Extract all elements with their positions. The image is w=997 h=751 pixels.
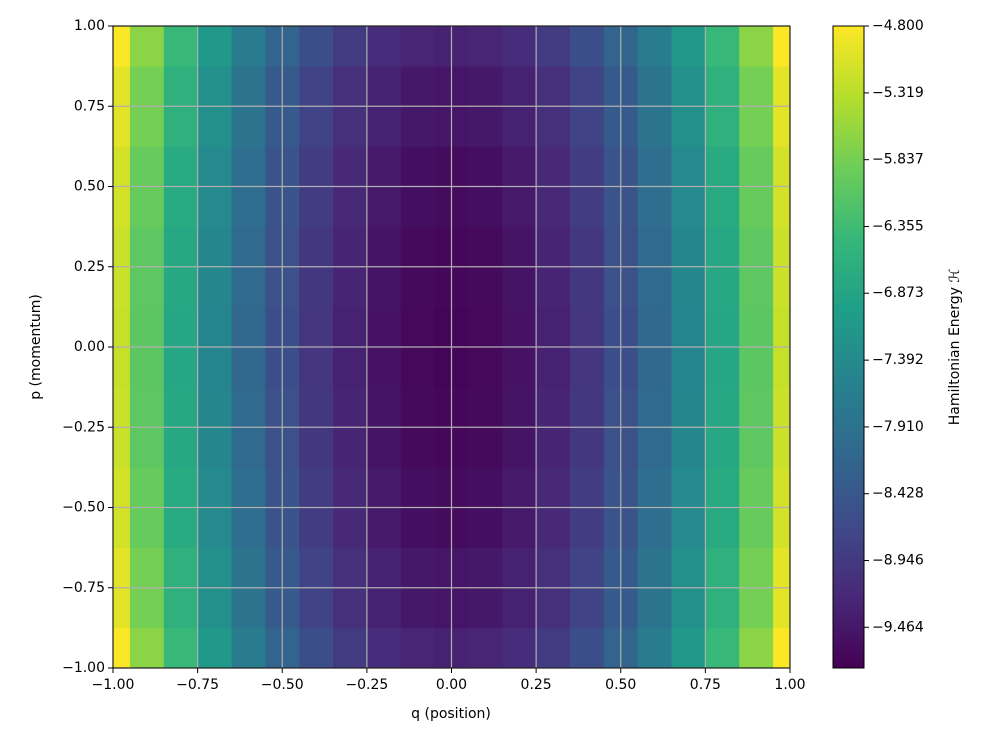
contour-cell: [163, 26, 199, 67]
x-tick-label: −0.75: [176, 677, 219, 693]
y-tick-label: 1.00: [74, 18, 105, 34]
contour-cell: [197, 26, 232, 67]
contour-cell: [468, 627, 503, 668]
contour-cell: [739, 627, 774, 668]
x-tick-label: 0.00: [436, 677, 467, 693]
colorbar-tick-label: −5.319: [872, 85, 924, 101]
contour-cell: [129, 627, 165, 668]
contour-cell: [705, 26, 740, 67]
colorbar-tick-label: −7.392: [872, 352, 924, 368]
contour-cell: [231, 627, 266, 668]
contour-cell: [231, 26, 266, 67]
x-tick-label: 1.00: [774, 677, 805, 693]
contour-cell: [536, 26, 571, 67]
x-tick-label: −0.50: [261, 677, 304, 693]
contour-cell: [468, 26, 503, 67]
contour-cell: [536, 627, 571, 668]
x-axis-label: q (position): [411, 706, 491, 722]
colorbar-tick-label: −8.428: [872, 486, 924, 502]
contour-cell: [113, 627, 131, 668]
axes: −1.00 −0.75 −0.50 −0.25 0.00 0.25 0.50 0.75 1.00…: [62, 18, 924, 693]
contour-cell: [400, 26, 436, 67]
contour-cell: [129, 26, 165, 67]
colorbar-label: Hamiltonian Energy ℋ: [947, 269, 963, 426]
y-tick-label: 0.00: [74, 339, 105, 355]
colorbar-tick-label: −4.800: [872, 18, 924, 34]
contour-cell: [299, 627, 334, 668]
x-tick-label: −0.25: [345, 677, 388, 693]
x-tick-label: 0.75: [690, 677, 721, 693]
contour-cell: [637, 26, 673, 67]
x-tick-label: 0.50: [605, 677, 636, 693]
y-tick-label: −0.25: [62, 419, 105, 435]
contour-cell: [197, 627, 232, 668]
contour-cell: [569, 26, 605, 67]
x-tick-label: 0.25: [521, 677, 552, 693]
colorbar-tick-label: −6.355: [872, 218, 924, 234]
contour-cell: [773, 627, 790, 668]
plot-frame: [112, 25, 791, 669]
contour-cell: [739, 26, 774, 67]
contour-cell: [773, 26, 790, 67]
colorbar: [832, 25, 865, 669]
contour-cell: [569, 627, 605, 668]
y-axis-label: p (momentum): [28, 294, 44, 400]
contour-cell: [705, 627, 740, 668]
contour-cell: [637, 627, 673, 668]
contour-cell: [366, 627, 402, 668]
colorbar-tick-label: −5.837: [872, 152, 924, 168]
y-tick-label: −0.75: [62, 580, 105, 596]
contour-cell: [113, 26, 131, 67]
contour-cell: [163, 627, 199, 668]
x-tick-label: −1.00: [92, 677, 135, 693]
y-tick-label: 0.25: [74, 259, 105, 275]
contour-cell: [502, 26, 537, 67]
contour-cell: [333, 26, 368, 67]
contour-cell: [502, 627, 537, 668]
colorbar-tick-label: −6.873: [872, 285, 924, 301]
colorbar-tick-label: −8.946: [872, 552, 924, 568]
contour-cell: [671, 627, 706, 668]
y-tick-label: 0.50: [74, 179, 105, 195]
y-tick-label: −0.50: [62, 500, 105, 516]
y-tick-label: −1.00: [62, 660, 105, 676]
colorbar-tick-label: −7.910: [872, 419, 924, 435]
contour-cell: [366, 26, 402, 67]
contour-cell: [299, 26, 334, 67]
y-tick-label: 0.75: [74, 98, 105, 114]
contour-cell: [671, 26, 706, 67]
colorbar-tick-label: −9.464: [872, 619, 924, 635]
contour-cell: [333, 627, 368, 668]
contour-cell: [400, 627, 436, 668]
